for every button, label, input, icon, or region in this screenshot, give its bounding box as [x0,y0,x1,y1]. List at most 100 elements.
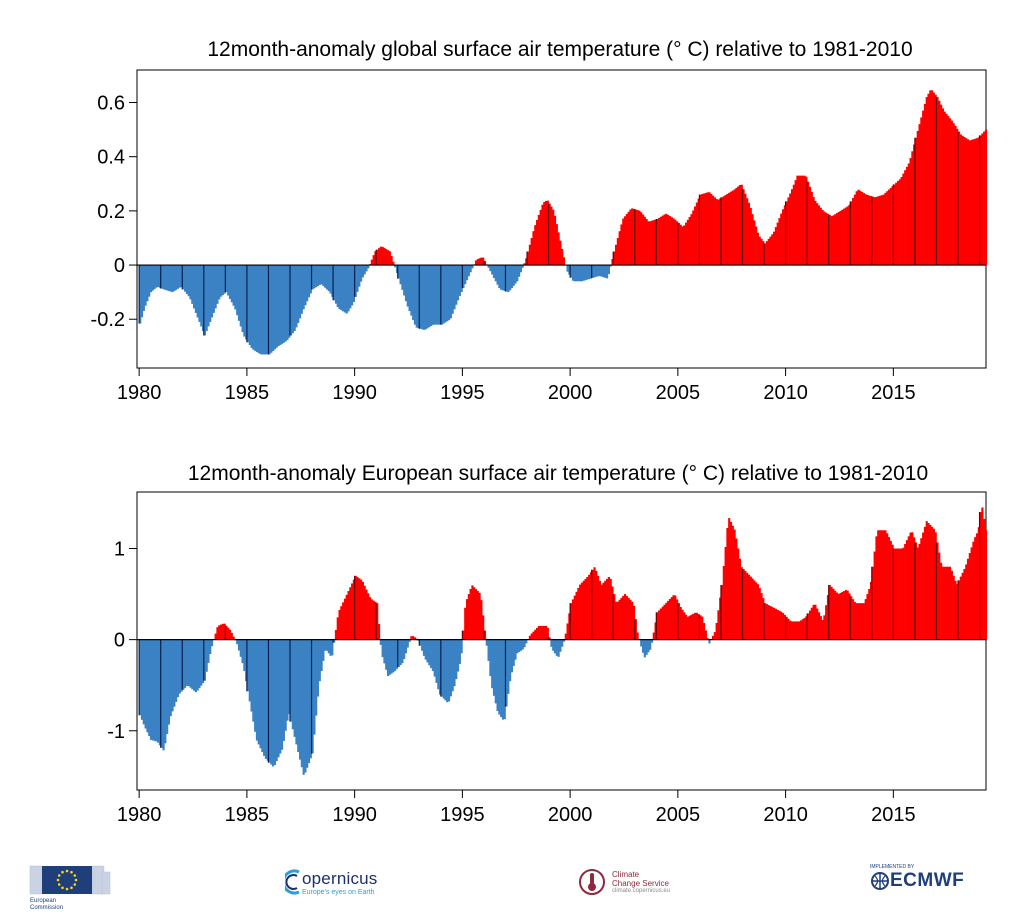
anomaly-bar [904,543,907,640]
anomaly-bar [390,256,393,266]
anomaly-bar [246,265,250,343]
anomaly-bar [589,265,593,279]
anomaly-bar [505,639,508,707]
anomaly-bar [760,238,763,266]
anomaly-bar [288,265,291,338]
anomaly-bar [514,639,517,660]
anomaly-bar [593,265,596,278]
anomaly-bar [530,633,533,640]
x-tick-label: 2000 [548,804,593,826]
anomaly-bar [500,265,503,290]
anomaly-bar [297,265,300,323]
anomaly-bar [568,613,571,640]
anomaly-bar [597,265,600,277]
anomaly-bar [516,639,519,654]
anomaly-bar [853,602,856,640]
anomaly-bar [381,639,384,658]
anomaly-bar [830,216,833,266]
anomaly-bar [895,182,898,266]
anomaly-bar [403,265,406,296]
anomaly-bar [934,532,937,640]
anomaly-bar [377,248,381,266]
anomaly-bar [799,175,803,266]
anomaly-bar [561,639,564,647]
x-tick-label: 1980 [117,382,162,404]
anomaly-bar [397,265,400,279]
anomaly-bar [428,265,431,328]
anomaly-bar [629,599,632,640]
x-tick-label: 1995 [440,804,485,826]
anomaly-bar [582,580,585,640]
anomaly-bar [492,265,496,278]
anomaly-bar [254,639,257,732]
anomaly-bar [782,613,785,640]
anomaly-bar [683,612,686,640]
anomaly-bar [519,265,522,273]
anomaly-bar [228,265,232,299]
anomaly-bar [584,265,587,281]
anomaly-bar [175,265,178,290]
anomaly-bar [465,265,469,281]
anomaly-bar [139,639,142,716]
anomaly-bar [430,265,433,326]
anomaly-bar [905,166,909,266]
anomaly-bar [491,639,494,689]
anomaly-bar [245,639,248,682]
anomaly-bar [692,210,695,266]
anomaly-bar [413,265,417,325]
anomaly-bar [695,612,698,640]
anomaly-bar [746,572,749,640]
anomaly-bar [749,576,752,640]
anomaly-bar [837,212,840,266]
anomaly-bar [676,599,679,640]
anomaly-bar [460,265,463,293]
anomaly-bar [968,140,971,266]
anomaly-bar [185,639,188,686]
anomaly-bar [536,627,539,640]
anomaly-bar [399,265,402,285]
anomaly-bar [618,231,621,266]
anomaly-bar [209,265,212,322]
anomaly-bar [749,207,752,266]
anomaly-bar [185,265,188,294]
anomaly-bar [907,536,910,640]
anomaly-bar [464,607,467,640]
anomaly-bar [914,542,918,640]
thermometer-globe-icon [579,869,605,895]
anomaly-bar [403,639,406,659]
anomaly-bar [731,525,734,640]
anomaly-bar [834,590,837,640]
anomaly-bar [688,615,691,640]
anomaly-bar [728,518,731,640]
anomaly-bar [887,189,891,266]
anomaly-bar [275,639,278,762]
anomaly-bar [724,195,727,266]
anomaly-bar [552,209,555,266]
anomaly-bar [625,595,628,640]
anomaly-bar [817,205,821,266]
anomaly-bar [807,181,810,266]
anomaly-bar [620,597,623,640]
anomaly-bar [140,639,144,720]
anomaly-bar [947,566,950,640]
eu-star-icon [65,887,69,891]
anomaly-bar [289,265,293,336]
anomaly-bar [234,265,237,310]
anomaly-bar [252,265,255,350]
anomaly-bar [442,265,445,324]
anomaly-bar [916,130,919,266]
anomaly-bar [945,113,948,266]
anomaly-bar [492,639,496,696]
anomaly-bar [650,220,654,266]
anomaly-bar [711,195,715,266]
anomaly-bar [762,598,765,640]
anomaly-bar [300,265,303,314]
anomaly-bar [528,635,531,640]
charts-canvas: 12month-anomaly global surface air tempe… [91,38,988,826]
anomaly-bar [803,617,806,640]
anomaly-bar [369,597,372,640]
anomaly-bar [765,604,768,640]
anomaly-bar [826,213,830,266]
anomaly-bar [661,606,664,640]
anomaly-bar [148,265,151,297]
